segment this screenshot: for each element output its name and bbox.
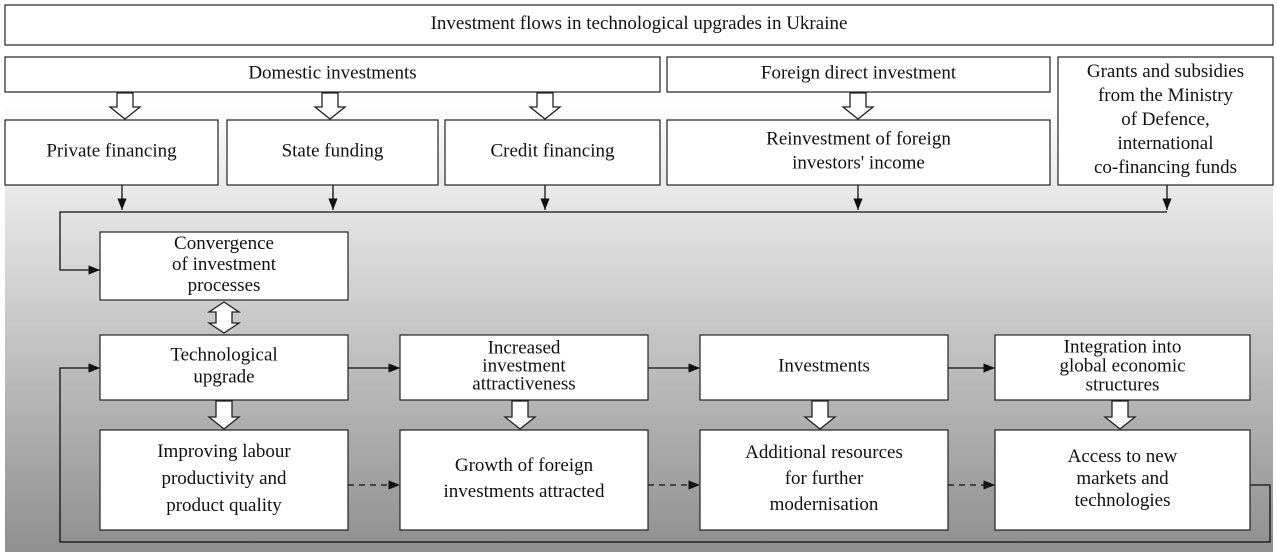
- node-box: [444, 119, 661, 186]
- label-line: Grants and subsidies: [1087, 61, 1244, 82]
- node-box: [994, 334, 1251, 401]
- label-line: productivity and: [161, 468, 287, 489]
- node-box: [699, 429, 949, 531]
- hollow-arrow: [503, 400, 537, 430]
- label-line: markets and: [1076, 468, 1169, 489]
- label-line: Convergence: [174, 233, 274, 254]
- label-line: international: [1117, 133, 1213, 154]
- hollow-arrow: [313, 92, 347, 120]
- label-line: State funding: [282, 141, 384, 162]
- label-line: for further: [785, 468, 864, 489]
- node-box: [399, 429, 649, 531]
- node-box: [99, 334, 349, 401]
- node-label: Credit financing: [491, 141, 615, 162]
- node: Technological upgrade: [99, 334, 349, 401]
- node: Access to new markets and technologies: [994, 429, 1251, 531]
- node-label: Domestic investments: [248, 63, 416, 84]
- node-label: Growth of foreign investments attracted: [444, 455, 605, 502]
- label-line: Credit financing: [491, 141, 615, 162]
- label-line: structures: [1086, 375, 1160, 396]
- label-line: Private financing: [46, 141, 177, 162]
- node-label: State funding: [282, 141, 384, 162]
- node: Integration into global economic structure…: [994, 334, 1251, 401]
- node-box: [4, 4, 1274, 46]
- node-box: [4, 56, 661, 93]
- label-line: from the Ministry: [1098, 85, 1234, 106]
- node: Investments: [699, 334, 949, 401]
- node-box: [666, 119, 1051, 186]
- label-line: of Defence,: [1121, 109, 1210, 130]
- node-label: Improving labour productivity and product …: [157, 441, 291, 516]
- label-line: co-financing funds: [1094, 157, 1237, 178]
- node: State funding: [226, 119, 439, 186]
- hollow-arrow: [1103, 400, 1137, 430]
- label-line: Growth of foreign: [455, 455, 594, 476]
- node: Increased investment attractiveness: [399, 334, 649, 401]
- node: Growth of foreign investments attracted: [399, 429, 649, 531]
- node-label: Additional resources for further modernisa…: [745, 442, 903, 515]
- label-line: upgrade: [193, 367, 254, 388]
- node-label: Increased investment attractiveness: [472, 338, 575, 395]
- label-line: Additional resources: [745, 442, 903, 463]
- node-box: [99, 231, 349, 301]
- node-label: Convergence of investment processes: [172, 233, 277, 296]
- label-line: modernisation: [770, 494, 879, 515]
- label-line: of investment: [172, 254, 277, 275]
- node: Credit financing: [444, 119, 661, 186]
- node: Additional resources for further modernisa…: [699, 429, 949, 531]
- label-line: investments attracted: [444, 481, 605, 502]
- node: Private financing: [4, 119, 219, 186]
- hollow-arrow: [841, 92, 875, 120]
- node-label: Private financing: [46, 141, 177, 162]
- double-arrow: [206, 301, 242, 334]
- label-line: product quality: [166, 495, 282, 516]
- node-box: [99, 429, 349, 531]
- node: Convergence of investment processes: [99, 231, 349, 301]
- node: Grants and subsidies from the Ministry of …: [1057, 56, 1274, 186]
- node-box: [399, 334, 649, 401]
- node-label: Foreign direct investment: [761, 63, 957, 84]
- label-line: Investments: [778, 356, 870, 377]
- node: Investment flows in technological upgrad…: [4, 4, 1274, 46]
- connectors: [59, 185, 1271, 543]
- node-box: [1057, 56, 1274, 186]
- node-box: [699, 334, 949, 401]
- hollow-arrow: [207, 400, 241, 430]
- hollow-arrow: [108, 92, 142, 120]
- node-label: Access to new markets and technologies: [1068, 446, 1178, 511]
- label-line: Improving labour: [157, 441, 291, 462]
- label-line: Increased: [488, 338, 561, 359]
- node-label: Investments: [778, 356, 870, 377]
- label-line: Reinvestment of foreign: [766, 129, 951, 150]
- node-label: Grants and subsidies from the Ministry of …: [1087, 61, 1244, 178]
- node: Domestic investments: [4, 56, 661, 93]
- label-line: processes: [188, 275, 261, 296]
- hollow-arrow: [803, 400, 837, 430]
- label-line: global economic: [1059, 356, 1185, 377]
- label-line: Technological: [170, 345, 277, 366]
- node-box: [4, 119, 219, 186]
- node-box: [666, 56, 1051, 93]
- node-label: Technological upgrade: [170, 345, 277, 388]
- hollow-arrow: [528, 92, 562, 120]
- label-line: Investment flows in technological upgrad…: [431, 13, 848, 34]
- node-box: [994, 429, 1251, 531]
- node-label: Integration into global economic structure…: [1059, 337, 1185, 396]
- label-line: Access to new: [1068, 446, 1178, 467]
- label-line: attractiveness: [472, 374, 575, 395]
- label-line: investment: [482, 356, 566, 377]
- label-line: Foreign direct investment: [761, 63, 957, 84]
- label-line: Integration into: [1064, 337, 1182, 358]
- node-label: Reinvestment of foreign investors' income: [766, 129, 951, 174]
- label-line: Domestic investments: [248, 63, 416, 84]
- label-line: investors' income: [792, 153, 925, 174]
- node-label: Investment flows in technological upgrad…: [431, 13, 848, 34]
- node: Improving labour productivity and product …: [99, 429, 349, 531]
- label-line: technologies: [1074, 490, 1170, 511]
- node-box: [226, 119, 439, 186]
- node: Foreign direct investment: [666, 56, 1051, 93]
- node: Reinvestment of foreign investors' income: [666, 119, 1051, 186]
